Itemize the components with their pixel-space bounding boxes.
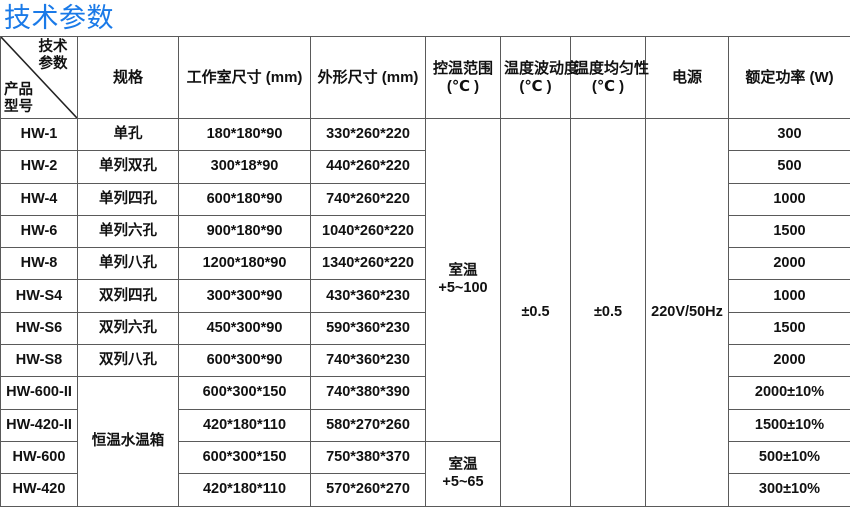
cell-temp-range-main: 室温 +5~100 [426,119,501,442]
cell-rated-power: 500±10% [729,441,850,473]
cell-spec-water-bath: 恒温水温箱 [78,377,179,506]
table-body: HW-1 单孔 180*180*90 330*260*220 室温 +5~100… [1,119,850,507]
cell-model: HW-1 [1,119,78,151]
cell-chamber-size: 300*300*90 [179,280,311,312]
cell-spec: 双列六孔 [78,312,179,344]
cell-rated-power: 1000 [729,183,850,215]
cell-spec: 双列八孔 [78,345,179,377]
cell-model: HW-420-II [1,409,78,441]
cell-temp-uniformity: ±0.5 [571,119,646,507]
cell-model: HW-420 [1,474,78,506]
column-header-temp-uniformity: 温度均匀性 (℃ ) [571,37,646,119]
corner-header-parameter-label: 技术 参数 [33,39,73,73]
cell-model: HW-600-II [1,377,78,409]
cell-rated-power: 2000 [729,345,850,377]
cell-chamber-size: 600*300*150 [179,377,311,409]
cell-model: HW-8 [1,248,78,280]
cell-chamber-size: 420*180*110 [179,474,311,506]
cell-chamber-size: 300*18*90 [179,151,311,183]
cell-spec: 单列八孔 [78,248,179,280]
column-header-rated-power: 额定功率 (W) [729,37,850,119]
cell-overall-size: 740*260*220 [311,183,426,215]
cell-overall-size: 750*380*370 [311,441,426,473]
cell-overall-size: 590*360*230 [311,312,426,344]
cell-chamber-size: 450*300*90 [179,312,311,344]
cell-chamber-size: 900*180*90 [179,215,311,247]
cell-rated-power: 300 [729,119,850,151]
table-row: HW-1 单孔 180*180*90 330*260*220 室温 +5~100… [1,119,850,151]
cell-rated-power: 500 [729,151,850,183]
cell-model: HW-6 [1,215,78,247]
cell-model: HW-4 [1,183,78,215]
cell-spec: 单孔 [78,119,179,151]
cell-temp-fluctuation: ±0.5 [501,119,571,507]
cell-overall-size: 580*270*260 [311,409,426,441]
cell-chamber-size: 1200*180*90 [179,248,311,280]
cell-chamber-size: 180*180*90 [179,119,311,151]
cell-model: HW-S4 [1,280,78,312]
column-header-temp-range: 控温范围 (℃ ) [426,37,501,119]
cell-spec: 单列四孔 [78,183,179,215]
cell-overall-size: 330*260*220 [311,119,426,151]
cell-temp-range-secondary: 室温 +5~65 [426,441,501,506]
cell-chamber-size: 600*300*150 [179,441,311,473]
cell-overall-size: 740*360*230 [311,345,426,377]
column-header-overall-size: 外形尺寸 (mm) [311,37,426,119]
cell-spec: 双列四孔 [78,280,179,312]
column-header-temp-fluctuation: 温度波动度 (℃ ) [501,37,571,119]
cell-overall-size: 740*380*390 [311,377,426,409]
cell-spec: 单列六孔 [78,215,179,247]
column-header-power-supply: 电源 [646,37,729,119]
table-header-row: 技术 参数 产品 型号 规格 工作室尺寸 (mm) 外形尺寸 (mm) 控温范围… [1,37,850,119]
cell-rated-power: 2000±10% [729,377,850,409]
cell-chamber-size: 600*300*90 [179,345,311,377]
cell-rated-power: 1500±10% [729,409,850,441]
cell-overall-size: 440*260*220 [311,151,426,183]
column-header-chamber-size: 工作室尺寸 (mm) [179,37,311,119]
cell-chamber-size: 600*180*90 [179,183,311,215]
cell-overall-size: 570*260*270 [311,474,426,506]
cell-model: HW-600 [1,441,78,473]
cell-overall-size: 430*360*230 [311,280,426,312]
cell-rated-power: 1500 [729,312,850,344]
cell-model: HW-S8 [1,345,78,377]
cell-chamber-size: 420*180*110 [179,409,311,441]
cell-power-supply: 220V/50Hz [646,119,729,507]
cell-rated-power: 2000 [729,248,850,280]
cell-model: HW-S6 [1,312,78,344]
corner-header-cell: 技术 参数 产品 型号 [1,37,78,119]
cell-rated-power: 300±10% [729,474,850,506]
technical-parameters-table: 技术 参数 产品 型号 规格 工作室尺寸 (mm) 外形尺寸 (mm) 控温范围… [0,36,850,507]
cell-spec: 单列双孔 [78,151,179,183]
cell-rated-power: 1500 [729,215,850,247]
cell-model: HW-2 [1,151,78,183]
cell-rated-power: 1000 [729,280,850,312]
cell-overall-size: 1340*260*220 [311,248,426,280]
page-title: 技术参数 [4,2,114,34]
column-header-spec: 规格 [78,37,179,119]
corner-header-model-label: 产品 型号 [4,82,46,116]
cell-overall-size: 1040*260*220 [311,215,426,247]
